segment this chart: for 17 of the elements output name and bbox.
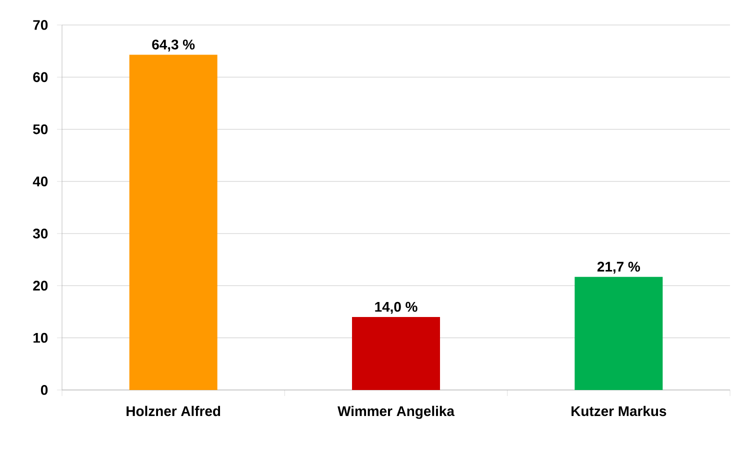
bar bbox=[574, 276, 663, 390]
bar bbox=[129, 54, 218, 390]
y-tick-label: 70 bbox=[33, 20, 48, 30]
y-tick-label: 20 bbox=[33, 280, 48, 291]
bar bbox=[352, 316, 440, 390]
data-label: 21,7 % bbox=[597, 262, 640, 274]
data-label: 64,3 % bbox=[152, 40, 195, 52]
data-label: 14,0 % bbox=[375, 302, 418, 314]
y-tick-label: 0 bbox=[40, 385, 48, 395]
x-tick-label: Wimmer Angelika bbox=[338, 406, 455, 419]
y-tick-label: 10 bbox=[34, 332, 48, 343]
y-tick-label: 40 bbox=[32, 176, 48, 186]
y-tick-label: 50 bbox=[33, 124, 48, 134]
y-tick-label: 30 bbox=[32, 228, 48, 239]
y-tick-label: 60 bbox=[33, 72, 48, 82]
x-tick-label: Holzner Alfred bbox=[126, 406, 220, 416]
x-tick-label: Kutzer Markus bbox=[572, 406, 666, 416]
